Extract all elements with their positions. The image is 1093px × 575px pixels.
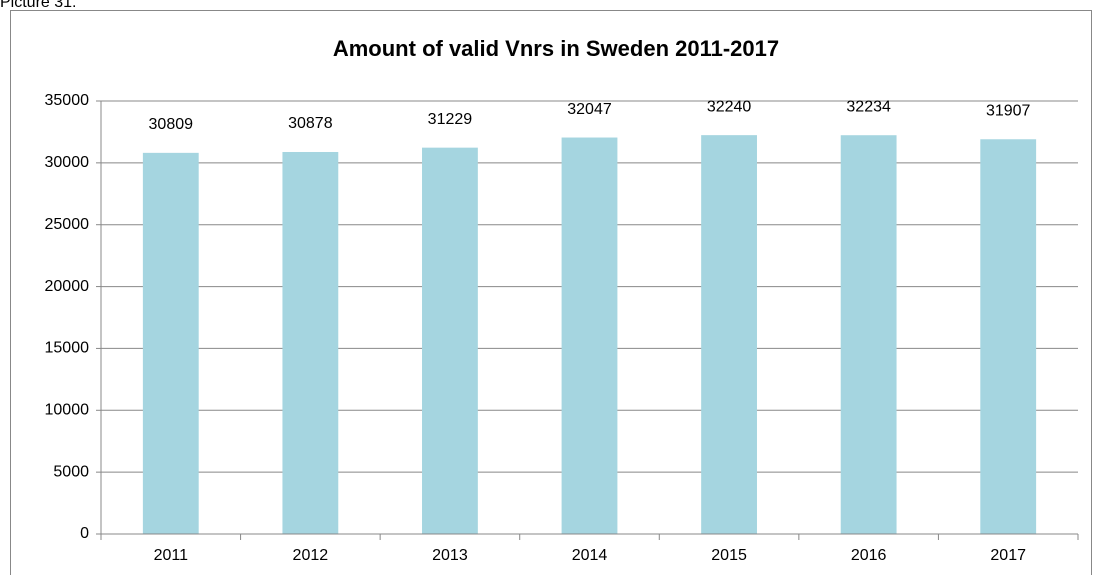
x-tick-label: 2016 xyxy=(851,547,887,564)
x-tick-label: 2015 xyxy=(711,547,747,564)
x-tick-label: 2011 xyxy=(154,547,189,564)
bar xyxy=(701,135,757,534)
data-label: 32047 xyxy=(567,101,612,118)
data-label: 31907 xyxy=(986,102,1031,119)
y-tick-label: 10000 xyxy=(45,402,90,419)
caption: Picture 31. xyxy=(0,0,76,11)
data-label: 30809 xyxy=(149,116,194,133)
bar xyxy=(422,147,478,535)
x-tick-label: 2014 xyxy=(572,547,608,564)
x-tick-label: 2012 xyxy=(293,547,329,564)
chart-border xyxy=(10,10,1092,575)
y-tick-label: 20000 xyxy=(45,278,90,295)
y-tick-label: 15000 xyxy=(45,340,90,357)
x-tick-label: 2017 xyxy=(990,547,1026,564)
y-tick-label: 5000 xyxy=(53,463,89,480)
bar xyxy=(142,152,199,534)
chart-title: Amount of valid Vnrs in Sweden 2011-2017 xyxy=(333,36,779,61)
y-tick-label: 30000 xyxy=(45,154,90,171)
bar xyxy=(980,139,1037,534)
y-tick-label: 35000 xyxy=(45,92,90,109)
bar xyxy=(282,151,339,534)
x-tick-label: 2013 xyxy=(432,547,468,564)
bar xyxy=(561,137,618,534)
data-label: 32234 xyxy=(846,98,891,115)
y-tick-label: 0 xyxy=(80,525,89,542)
data-label: 32240 xyxy=(707,98,752,115)
data-label: 30878 xyxy=(288,115,333,132)
bar xyxy=(840,135,897,535)
data-label: 31229 xyxy=(428,111,473,128)
y-tick-label: 25000 xyxy=(45,216,90,233)
